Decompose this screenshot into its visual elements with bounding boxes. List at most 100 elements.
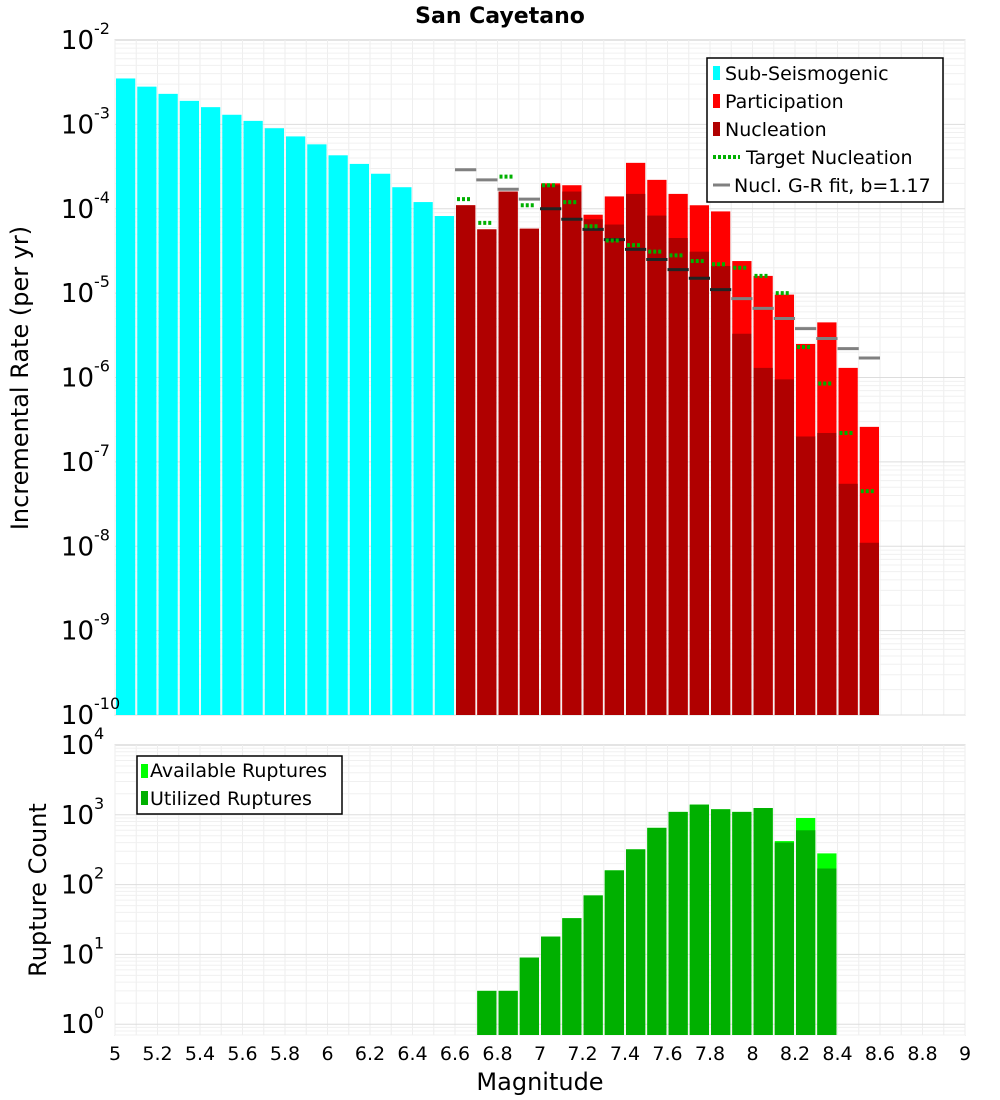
x-tick-label: 5.8 [270, 1043, 300, 1065]
bar-nucleation [647, 215, 667, 715]
bar-sub-seismogenic [371, 173, 391, 715]
bar-nucleation [562, 191, 582, 716]
bar-nucleation [753, 367, 773, 715]
bar-sub-seismogenic [392, 187, 412, 716]
bar-sub-seismogenic [179, 100, 199, 715]
legend-swatch-utilized [141, 791, 148, 805]
bar-nucleation [774, 379, 794, 715]
bar-nucleation [498, 191, 518, 716]
y-tick-exponent: -2 [94, 19, 110, 38]
bar-utilized-ruptures [796, 830, 816, 1035]
bar-nucleation [838, 483, 858, 715]
bar-nucleation [689, 251, 709, 715]
bar-nucleation [711, 265, 731, 715]
y-tick-label: 10 [61, 1010, 94, 1040]
x-tick-label: 8.6 [865, 1043, 895, 1065]
legend-label-target-nucleation: Target Nucleation [745, 147, 913, 169]
bottom-y-axis-label: Rupture Count [24, 803, 52, 977]
bar-sub-seismogenic [307, 144, 327, 716]
y-tick-label: 10 [61, 195, 94, 225]
legend-label-nucleation: Nucleation [725, 119, 827, 141]
legend-swatch-nucleation [713, 122, 720, 136]
bar-sub-seismogenic [137, 86, 157, 715]
bar-nucleation [732, 333, 752, 715]
bar-nucleation [668, 238, 688, 715]
bar-sub-seismogenic [243, 120, 263, 715]
y-tick-label: 10 [61, 701, 94, 731]
top-y-axis-label: Incremental Rate (per yr) [6, 226, 34, 530]
y-tick-label: 10 [61, 617, 94, 647]
y-tick-exponent: -10 [94, 694, 120, 713]
bar-nucleation [477, 229, 497, 715]
bar-sub-seismogenic [349, 163, 369, 715]
x-tick-labels: 5 5.2 5.4 5.6 5.8 6 6.2 6.4 6.6 6.8 7 7.2 7.4 7.6 7.8 8… [109, 1043, 971, 1065]
x-tick-label: 5.6 [227, 1043, 257, 1065]
y-tick-exponent: -8 [94, 525, 110, 544]
y-tick-exponent: -4 [94, 188, 110, 207]
y-tick-label: 10 [61, 532, 94, 562]
y-tick-exponent: 4 [94, 724, 104, 743]
bar-utilized-ruptures [583, 895, 603, 1035]
bar-sub-seismogenic [201, 107, 221, 716]
legend-swatch-available [141, 764, 148, 778]
bar-utilized-ruptures [668, 811, 688, 1035]
x-tick-label: 5 [109, 1043, 121, 1065]
y-tick-exponent: -6 [94, 357, 110, 376]
bar-nucleation [604, 224, 624, 715]
bottom-legend-box [136, 755, 343, 815]
y-tick-label: 10 [61, 801, 94, 831]
y-tick-exponent: 3 [94, 794, 104, 813]
x-tick-label: 6.6 [440, 1043, 470, 1065]
bar-sub-seismogenic [264, 128, 284, 716]
bar-sub-seismogenic [434, 216, 454, 715]
x-tick-label: 7.2 [567, 1043, 597, 1065]
x-tick-label: 6.2 [355, 1043, 385, 1065]
bar-utilized-ruptures [817, 868, 837, 1035]
legend-swatch-participation [713, 94, 720, 108]
legend-label-utilized: Utilized Ruptures [150, 788, 312, 810]
bar-nucleation [626, 193, 646, 715]
x-tick-label: 9 [959, 1043, 971, 1065]
x-tick-label: 7.4 [610, 1043, 640, 1065]
bar-utilized-ruptures [519, 957, 539, 1035]
y-tick-exponent: 2 [94, 864, 104, 883]
y-tick-label: 10 [61, 448, 94, 478]
x-tick-label: 8.4 [822, 1043, 852, 1065]
bar-nucleation [859, 542, 879, 715]
legend-label-sub-seismogenic: Sub-Seismogenic [725, 63, 889, 85]
bar-utilized-ruptures [604, 870, 624, 1035]
bar-utilized-ruptures [477, 990, 497, 1035]
bar-nucleation [796, 436, 816, 715]
top-bars [116, 78, 879, 716]
x-tick-label: 6 [321, 1043, 333, 1065]
y-tick-label: 10 [61, 279, 94, 309]
chart-title: San Cayetano [415, 4, 585, 29]
bar-nucleation [817, 432, 837, 715]
y-tick-label: 10 [61, 871, 94, 901]
y-tick-exponent: 0 [94, 1003, 104, 1022]
bar-sub-seismogenic [286, 136, 306, 715]
x-axis-label: Magnitude [476, 1068, 603, 1096]
bottom-bars [477, 804, 837, 1035]
bar-utilized-ruptures [562, 918, 582, 1035]
x-tick-label: 6.8 [482, 1043, 512, 1065]
x-tick-label: 7 [534, 1043, 546, 1065]
y-tick-label: 10 [61, 110, 94, 140]
bar-utilized-ruptures [732, 811, 752, 1035]
bar-nucleation [583, 219, 603, 716]
y-tick-label: 10 [61, 940, 94, 970]
legend-label-participation: Participation [725, 91, 844, 113]
y-tick-label: 10 [61, 26, 94, 56]
legend-label-available: Available Ruptures [150, 760, 327, 782]
y-tick-exponent: -3 [94, 103, 110, 122]
x-tick-label: 8.8 [907, 1043, 937, 1065]
bar-utilized-ruptures [753, 808, 773, 1035]
x-tick-label: 7.8 [695, 1043, 725, 1065]
bar-utilized-ruptures [689, 804, 709, 1035]
x-tick-label: 8.2 [780, 1043, 810, 1065]
